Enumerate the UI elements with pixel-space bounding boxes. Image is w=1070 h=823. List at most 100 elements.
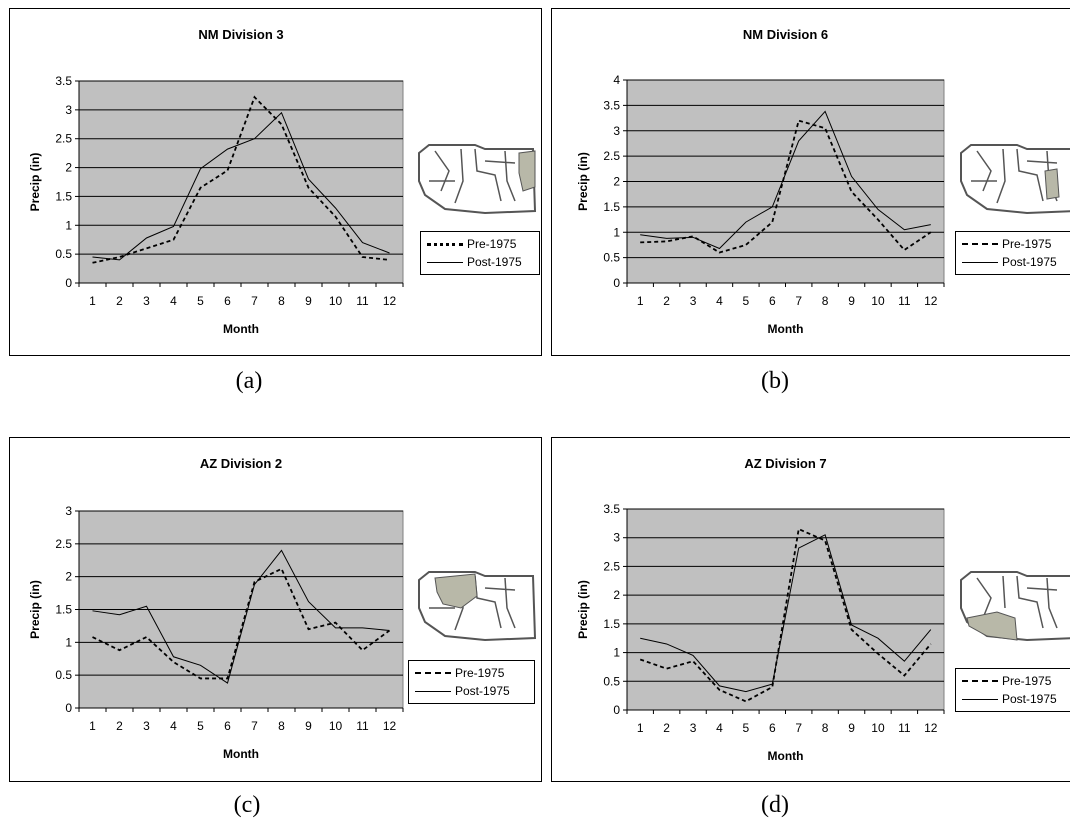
x-tick-label: 8 (278, 719, 285, 733)
y-tick-label: 2.5 (603, 559, 620, 573)
y-axis-label: Precip (in) (576, 580, 590, 639)
series-line-pre-1975 (639, 527, 932, 703)
y-tick-label: 3 (613, 124, 620, 138)
y-tick-label: 0 (65, 701, 72, 715)
y-tick-label: 2.5 (55, 132, 72, 146)
chart-title: AZ Division 2 (200, 456, 282, 471)
x-tick-label: 8 (278, 294, 285, 308)
x-tick-label: 5 (197, 294, 204, 308)
caption-a: (a) (235, 368, 263, 394)
y-tick-label: 2 (613, 588, 620, 602)
y-tick-label: 3 (65, 504, 72, 518)
series-line-post-1975 (92, 549, 390, 684)
legend-swatch-pre (962, 243, 998, 245)
chart-svg-d: AZ Division 700.511.522.533.51 2 3 4 5 6 7 8 9 10… (576, 456, 945, 763)
x-tick-label: 5 (743, 721, 750, 735)
caption-b: (b) (761, 368, 789, 394)
legend-a: Pre-1975 Post-1975 (420, 231, 540, 275)
x-tick-label: 2 (116, 294, 123, 308)
chart-svg-a: NM Division 300.511.522.533.51 2 3 4 5 6 7 8 9 10… (28, 27, 404, 336)
x-tick-label: 1 (89, 719, 96, 733)
legend-label-post: Post-1975 (1002, 255, 1057, 269)
y-tick-label: 0 (613, 703, 620, 717)
legend-c: Pre-1975 Post-1975 (408, 660, 535, 704)
x-tick-label: 6 (224, 719, 231, 733)
legend-label-pre: Pre-1975 (467, 237, 517, 251)
legend-label-pre: Pre-1975 (1002, 674, 1052, 688)
x-tick-label: 10 (871, 721, 885, 735)
y-tick-label: 2.5 (603, 149, 620, 163)
y-tick-label: 0.5 (603, 251, 620, 265)
division-map-c (418, 571, 537, 642)
y-axis-label: Precip (in) (28, 580, 42, 639)
series-line-post-1975 (640, 110, 931, 250)
series-line-pre-1975 (640, 119, 932, 254)
x-axis-label: Month (768, 322, 804, 336)
chart-svg-c: AZ Division 200.511.522.531 2 3 4 5 6 7 8 9 10 11 1… (28, 456, 404, 761)
x-tick-label: 5 (197, 719, 204, 733)
legend-swatch-pre (427, 243, 463, 246)
x-tick-label: 6 (224, 294, 231, 308)
y-tick-label: 0.5 (55, 247, 72, 261)
x-tick-label: 4 (170, 294, 177, 308)
y-tick-label: 1.5 (603, 200, 620, 214)
x-tick-label: 3 (143, 719, 150, 733)
x-tick-label: 2 (663, 294, 670, 308)
y-tick-label: 2 (65, 570, 72, 584)
y-tick-label: 1 (613, 646, 620, 660)
x-tick-label: 4 (170, 719, 177, 733)
x-tick-label: 1 (637, 721, 644, 735)
y-tick-label: 2 (65, 161, 72, 175)
y-tick-label: 3 (613, 531, 620, 545)
x-tick-label: 12 (924, 294, 938, 308)
y-tick-label: 1 (613, 225, 620, 239)
x-tick-label: 6 (769, 721, 776, 735)
legend-swatch-pre (962, 680, 998, 682)
y-tick-label: 0.5 (603, 674, 620, 688)
series-line-pre-1975 (92, 567, 391, 680)
series-line-post-1975 (92, 111, 390, 261)
x-tick-label: 4 (716, 721, 723, 735)
chart-title: AZ Division 7 (744, 456, 826, 471)
y-axis-label: Precip (in) (576, 152, 590, 211)
x-tick-label: 7 (251, 719, 258, 733)
x-axis-label: Month (768, 749, 804, 763)
series-line-post-1975 (640, 534, 932, 693)
y-tick-label: 0 (613, 276, 620, 290)
division-map-d (960, 571, 1070, 642)
legend-label-pre: Pre-1975 (1002, 237, 1052, 251)
x-tick-label: 3 (690, 721, 697, 735)
chart-svg-b: NM Division 600.511.522.533.541 2 3 4 5 6 7 8 9 1… (576, 27, 945, 336)
x-tick-label: 8 (822, 721, 829, 735)
legend-label-post: Post-1975 (455, 684, 510, 698)
x-tick-label: 11 (356, 294, 369, 308)
x-tick-label: 6 (769, 294, 776, 308)
chart-panel-d: AZ Division 7 0 0.5 1 1.5 2 2.5 3 3.5 1 2 3 4 5 6 7 8 9 10… (551, 437, 1070, 782)
x-tick-label: 7 (795, 294, 802, 308)
x-tick-label: 2 (663, 721, 670, 735)
chart-panel-a: NM Division 3 0 0.5 1 1.5 2 2.5 3 3.5 1 2 3 4 5 6 7 8 9 10… (9, 8, 542, 356)
series-line-pre-1975 (92, 95, 390, 264)
x-tick-label: 9 (848, 721, 855, 735)
x-tick-label: 8 (822, 294, 829, 308)
x-tick-label: 11 (898, 721, 911, 735)
x-tick-label: 12 (383, 719, 397, 733)
chart-panel-b: NM Division 6 0 0.5 1 1.5 2 2.5 3 3.5 4 1 2 3 4 5 6 7 8 9 1… (551, 8, 1070, 356)
x-tick-label: 10 (329, 719, 343, 733)
y-tick-label: 3.5 (603, 98, 620, 112)
x-tick-label: 5 (743, 294, 750, 308)
x-tick-label: 12 (383, 294, 397, 308)
x-tick-label: 3 (690, 294, 697, 308)
caption-d: (d) (761, 792, 789, 818)
x-tick-label: 7 (251, 294, 258, 308)
x-tick-label: 1 (89, 294, 96, 308)
legend-swatch-post (415, 691, 451, 692)
legend-swatch-post (427, 262, 463, 263)
chart-title: NM Division 3 (198, 27, 283, 42)
legend-swatch-post (962, 262, 998, 263)
legend-swatch-pre (415, 672, 451, 674)
x-axis-label: Month (223, 747, 259, 761)
y-axis-label: Precip (in) (28, 153, 42, 212)
x-tick-label: 9 (848, 294, 855, 308)
y-tick-label: 3.5 (55, 74, 72, 88)
